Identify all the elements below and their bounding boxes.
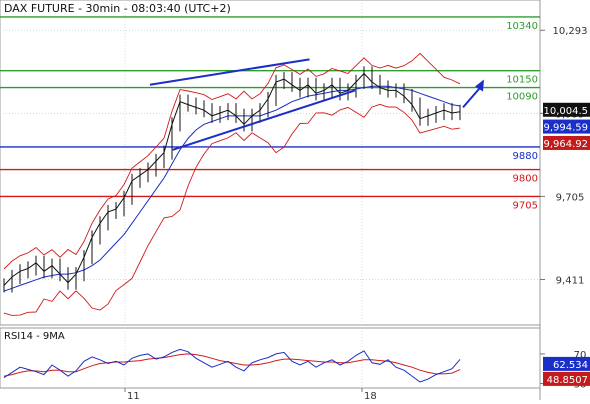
rsi-chart-header: RSI14 - 9MA — [4, 331, 65, 342]
rsi-y-tick-label: 70 — [574, 350, 587, 361]
rsi-ma-value-marker: 48.8507 — [547, 375, 588, 386]
trend-channel-lower — [172, 89, 356, 151]
x-tick-label: 18 — [364, 391, 377, 400]
price-chart-header: DAX FUTURE - 30min - 08:03:40 (UTC+2) — [4, 2, 231, 15]
level-label-10340: 10340 — [506, 21, 538, 32]
x-tick-label: 11 — [127, 391, 140, 400]
ma-price-marker: 9,994.59 — [543, 123, 588, 134]
rsi-ma-value-marker-box — [543, 371, 590, 386]
bollinger-bands — [3, 52, 461, 316]
x-axis-ticks: 11 18 — [124, 388, 377, 402]
ma-price-marker-box — [543, 119, 590, 134]
y-tick-label: 9,705 — [556, 192, 585, 203]
rsi-value-marker: 62.534 — [553, 360, 588, 371]
support-resistance-levels: 10340 10150 10090 9880 9800 9705 — [0, 16, 540, 211]
rsi-series — [3, 348, 461, 383]
price-panel-frame — [0, 0, 541, 326]
trend-channel-upper — [149, 58, 310, 86]
projection-arrow-shaft — [462, 84, 483, 109]
rsi-panel-frame — [0, 327, 541, 389]
y-tick-label: 10,293 — [553, 26, 588, 37]
lower-band — [3, 103, 461, 316]
band-price-marker-box — [543, 135, 590, 150]
upper-band — [3, 52, 461, 270]
band-price-marker: 9,964.92 — [543, 139, 588, 150]
rsi-value-marker-box — [543, 356, 590, 371]
projection-arrow-head — [475, 79, 484, 92]
last-price-marker: 10,004.5 — [543, 106, 588, 117]
trend-channel — [149, 58, 356, 151]
level-label-10090: 10090 — [506, 92, 538, 103]
level-label-9880: 9880 — [513, 151, 538, 162]
price-series — [3, 66, 461, 293]
y-tick-label: 9,411 — [556, 276, 585, 287]
rsi-line — [3, 348, 461, 383]
projection-arrow — [462, 79, 484, 109]
price-markers: 10,004.5 9,994.59 9,964.92 62.534 48.8507 — [543, 102, 590, 386]
level-label-9800: 9800 — [513, 174, 538, 185]
level-label-10150: 10150 — [506, 75, 538, 86]
rsi-ma-line — [3, 353, 461, 377]
moving-average-line — [3, 85, 461, 292]
price-line — [3, 72, 461, 286]
last-price-marker-box — [543, 102, 590, 117]
level-label-9705: 9705 — [513, 200, 538, 211]
